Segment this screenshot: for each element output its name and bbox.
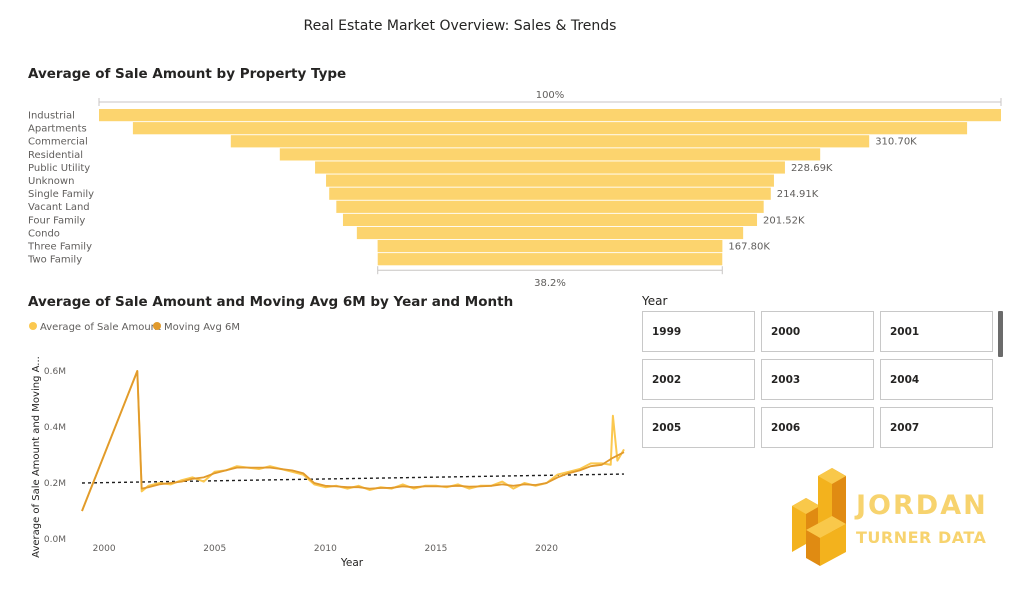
year-slicer-header: Year — [642, 294, 668, 308]
funnel-top-percent-label: 100% — [536, 90, 565, 101]
year-slicer-item-2003[interactable]: 2003 — [761, 359, 874, 400]
page-title: Real Estate Market Overview: Sales & Tre… — [303, 18, 617, 34]
funnel-bar[interactable] — [279, 148, 821, 161]
funnel-data-label: 228.69K — [791, 163, 833, 174]
funnel-bar[interactable] — [377, 240, 723, 253]
funnel-bar[interactable] — [329, 187, 771, 200]
y-axis-tick-label: 0.0M — [44, 535, 66, 545]
year-slicer-item-2004[interactable]: 2004 — [880, 359, 993, 400]
funnel-category-label: Single Family — [28, 189, 94, 200]
funnel-bar[interactable] — [377, 253, 723, 266]
funnel-bar[interactable] — [342, 213, 758, 226]
series-line-average-sale-amount[interactable] — [81, 370, 625, 512]
year-slicer-item-2006[interactable]: 2006 — [761, 407, 874, 448]
funnel-bar[interactable] — [336, 200, 764, 213]
funnel-data-label: 167.80K — [728, 242, 770, 253]
year-slicer-item-2002[interactable]: 2002 — [642, 359, 755, 400]
funnel-category-label: Commercial — [28, 137, 88, 148]
x-axis-title: Year — [340, 557, 364, 569]
funnel-category-label: Industrial — [28, 111, 75, 122]
funnel-category-label: Vacant Land — [28, 202, 90, 213]
funnel-data-label: 310.70K — [875, 137, 917, 148]
legend-item-label[interactable]: Average of Sale Amount — [40, 322, 161, 333]
funnel-chart-title: Average of Sale Amount by Property Type — [28, 66, 347, 82]
legend-item-label[interactable]: Moving Avg 6M — [164, 322, 240, 333]
year-slicer-item-2000[interactable]: 2000 — [761, 311, 874, 352]
funnel-chart[interactable]: 100% Industrial Apartments Commercial 310.7… — [0, 85, 1024, 290]
funnel-data-label: 214.91K — [777, 189, 819, 200]
funnel-bar[interactable] — [315, 161, 785, 174]
y-axis-title: Average of Sale Amount and Moving A... — [31, 356, 42, 558]
year-slicer-item-1999[interactable]: 1999 — [642, 311, 755, 352]
funnel-bar[interactable] — [356, 226, 744, 240]
x-axis-tick-label: 2005 — [203, 544, 226, 554]
logo-text-jordan: JORDAN — [856, 490, 988, 521]
year-slicer-item-2007[interactable]: 2007 — [880, 407, 993, 448]
funnel-category-label: Apartments — [28, 124, 87, 135]
x-axis-tick-label: 2010 — [314, 544, 337, 554]
line-chart-title: Average of Sale Amount and Moving Avg 6M… — [28, 294, 514, 310]
trend-line — [81, 473, 625, 484]
series-line-moving-avg-6m[interactable] — [81, 370, 625, 512]
funnel-axis-bracket — [98, 98, 1002, 106]
year-slicer-scrollbar[interactable] — [998, 311, 1003, 357]
line-chart-legend[interactable]: Average of Sale Amount Moving Avg 6M — [29, 322, 240, 333]
legend-marker — [153, 322, 161, 330]
funnel-bottom-percent-label: 38.2% — [534, 278, 566, 289]
year-slicer-item-2001[interactable]: 2001 — [880, 311, 993, 352]
y-axis-tick-label: 0.4M — [44, 423, 66, 433]
funnel-bar[interactable] — [230, 135, 870, 148]
line-chart[interactable]: Average of Sale Amount Moving Avg 6M 0.0M… — [0, 315, 640, 575]
funnel-category-label: Two Family — [27, 255, 82, 266]
x-axis-tick-label: 2015 — [425, 544, 448, 554]
x-axis-tick-label: 2000 — [93, 544, 116, 554]
funnel-bar[interactable] — [132, 122, 968, 135]
y-axis-tick-label: 0.2M — [44, 479, 66, 489]
y-axis-tick-label: 0.6M — [44, 367, 66, 377]
funnel-data-label: 201.52K — [763, 215, 805, 226]
legend-marker — [29, 322, 37, 330]
jordan-turner-data-logo-icon — [792, 468, 846, 566]
funnel-category-label: Condo — [28, 228, 60, 239]
funnel-category-label: Public Utility — [28, 163, 90, 174]
funnel-bar[interactable] — [99, 109, 1001, 122]
logo-text-turner-data: TURNER DATA — [856, 528, 987, 547]
x-axis-tick-label: 2020 — [535, 544, 558, 554]
funnel-bar[interactable] — [326, 174, 774, 187]
funnel-category-label: Three Family — [27, 242, 92, 253]
funnel-category-label: Unknown — [28, 176, 74, 187]
year-slicer-item-2005[interactable]: 2005 — [642, 407, 755, 448]
funnel-category-label: Four Family — [28, 215, 85, 226]
funnel-category-label: Residential — [28, 150, 83, 161]
